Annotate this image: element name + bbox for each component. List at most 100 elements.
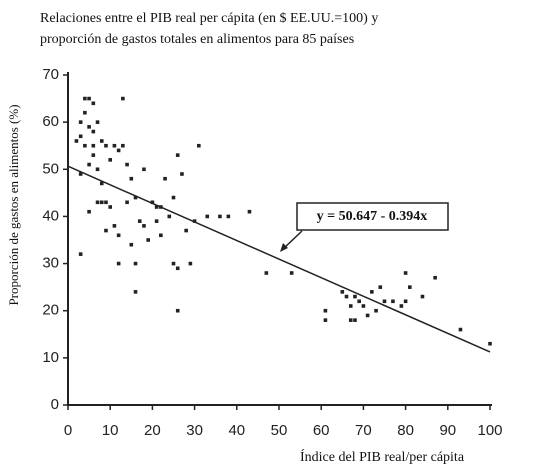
point [357,299,361,304]
point [129,176,134,181]
point [129,242,134,247]
point [87,125,91,129]
point [391,299,395,304]
point [112,224,117,228]
x-tick-label: 10 [102,422,119,439]
point [121,143,125,148]
point [264,271,269,275]
y-tick-label: 50 [42,160,59,177]
point [87,162,91,167]
point [344,294,349,299]
point [142,167,146,172]
point [370,290,374,294]
point [247,209,252,214]
point [108,158,112,162]
point [289,271,294,275]
x-tick-label: 60 [313,422,330,439]
point [154,205,159,209]
point [433,275,437,280]
point [323,318,328,322]
point [163,176,167,181]
point [488,341,492,346]
point [353,318,357,322]
point [125,200,129,205]
point [99,181,104,186]
point [133,290,138,294]
point [180,172,184,176]
x-tick-label: 70 [355,422,372,439]
point [323,308,328,313]
x-tick-label: 80 [397,422,414,439]
arrow-head [280,243,288,252]
point [99,139,104,143]
point [361,304,366,308]
point [403,271,408,275]
point [137,219,142,223]
point [99,200,104,205]
point [188,261,193,266]
x-tick-label: 100 [477,422,502,439]
point [104,200,108,205]
point [403,299,408,304]
point [420,294,425,299]
point [78,252,83,256]
y-tick-label: 30 [42,255,59,272]
point [175,153,180,157]
point [91,129,96,134]
point [159,233,163,238]
point [150,200,155,205]
x-axis-label: Índice del PIB real/per cápita [300,448,465,465]
point [125,162,129,167]
point [458,327,463,332]
point [116,233,121,238]
point [171,195,176,200]
point [146,238,150,242]
point [104,143,108,148]
point [365,313,370,318]
y-axis-label: Proporción de gastos en alimentos (%) [6,104,21,305]
point [112,143,117,148]
point [167,214,172,219]
point [378,285,383,289]
annotation-box [296,202,449,231]
annotation-arrow [282,230,303,250]
x-tick-label: 40 [228,422,245,439]
point [91,143,96,148]
y-tick-label: 40 [42,207,59,224]
point [184,228,188,233]
point [171,261,176,266]
point [175,308,180,313]
point [87,96,91,101]
point [83,143,87,148]
point [78,134,83,139]
point [159,205,163,209]
point [83,96,87,101]
point [175,266,180,271]
point [340,290,345,294]
point [408,285,412,289]
point [78,172,83,176]
chart-title: Relaciones entre el PIB real per cápita … [40,11,378,26]
point [374,308,378,313]
point [192,219,197,223]
point [74,139,79,143]
point [348,304,353,308]
point [91,153,96,157]
x-tick-label: 90 [439,422,456,439]
y-tick-label: 60 [42,113,59,130]
point [142,224,146,228]
y-tick-label: 0 [51,396,59,413]
x-tick-label: 0 [64,422,72,439]
point [197,143,201,148]
point [154,219,159,223]
y-tick-label: 70 [42,66,59,83]
point [218,214,222,219]
point [87,209,91,214]
point [95,200,100,205]
y-tick-label: 10 [42,349,59,366]
point [116,261,121,266]
point [116,148,121,153]
point [108,205,112,209]
point [121,96,125,101]
